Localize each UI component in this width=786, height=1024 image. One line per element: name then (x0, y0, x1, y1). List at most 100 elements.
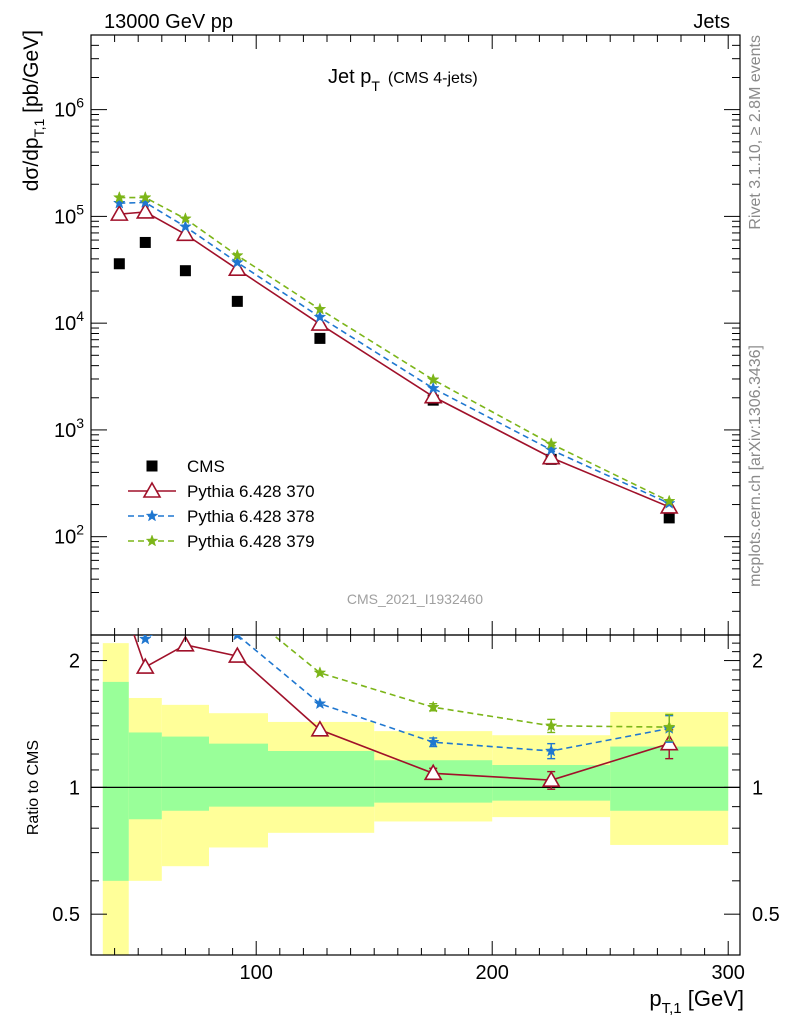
x-tick-label: 200 (476, 962, 509, 984)
band-green-3 (209, 743, 268, 807)
y-tick-label-ratio: 0.5 (52, 904, 80, 926)
ratio-point-2-5 (426, 700, 440, 713)
plot-title-sub: T (371, 78, 380, 94)
main-point-2-0 (112, 196, 126, 209)
y-tick-label-main: 105 (54, 201, 84, 228)
main-point-3-7 (662, 494, 676, 507)
plot-title: Jet pT (CMS 4-jets) (328, 66, 478, 94)
ratio-point-0-3 (227, 646, 247, 663)
legend: CMS Pythia 6.428 370 Pythia 6.428 378 Pythi… (128, 457, 315, 551)
header-left: 13000 GeV pp (104, 11, 233, 33)
y-tick-label-ratio-right: 1 (752, 777, 763, 799)
main-point-2-3 (230, 255, 244, 268)
ratio-series-2 (114, 523, 676, 742)
legend-marker (146, 460, 158, 472)
x-tick-label: 300 (712, 962, 745, 984)
y-tick-label-ratio: 1 (69, 777, 80, 799)
ratio-point-0-4 (310, 720, 330, 737)
ratio-point-0-0 (111, 585, 127, 599)
ratio-point-1-2 (180, 607, 191, 618)
ratio-point-1-0 (114, 542, 125, 553)
y-tick-label-ratio: 2 (69, 651, 80, 673)
band-green-2 (161, 736, 209, 811)
main-point-2-5 (426, 381, 440, 394)
plot-title-note: (CMS 4-jets) (388, 70, 478, 87)
legend-label: Pythia 6.428 370 (187, 482, 315, 501)
main-point-1-1 (135, 202, 155, 219)
legend-marker (142, 481, 162, 498)
legend-label: CMS (187, 457, 225, 476)
ratio-point-0-5 (423, 763, 443, 781)
side-label-mcplots: mcplots.cern.ch [arXiv:1306.3436] (747, 345, 764, 587)
main-line-3 (119, 196, 670, 502)
ratio-point-1-4 (313, 696, 327, 710)
main-point-2-2 (179, 220, 192, 233)
y-axis-label-main-post: [pb/GeV] (20, 30, 43, 119)
y-tick-label-ratio-right: 2 (752, 651, 763, 673)
main-point-1-4 (310, 314, 330, 331)
ratio-series-0 (111, 585, 679, 790)
y-axis-label-main: dσ/dpT,1 [pb/GeV] (20, 30, 47, 191)
ratio-point-2-1 (140, 607, 151, 618)
main-point-0-2 (179, 265, 191, 277)
legend-label: Pythia 6.428 379 (187, 532, 315, 551)
x-axis-label-sub: T,1 (662, 1000, 682, 1017)
legend-entry-3: Pythia 6.428 379 (128, 532, 315, 551)
ratio-point-2-3 (232, 600, 243, 611)
y-tick-label-main: 106 (54, 95, 84, 122)
y-tick-label-main: 104 (54, 308, 84, 335)
band-green-1 (128, 732, 162, 820)
ratio-point-2-6 (544, 719, 558, 732)
main-point-3-2 (179, 212, 192, 225)
main-point-1-6 (541, 448, 561, 465)
x-axis-label-post: [GeV] (682, 986, 744, 1011)
ratio-panel-frame (90, 634, 741, 956)
main-point-1-5 (423, 387, 443, 404)
main-point-3-5 (426, 373, 440, 386)
axis-ticks: 100 200 300 102 103 104 105 106 0.5 0.5 1 1 2 2 (52, 34, 780, 984)
uncertainty-bands (102, 643, 729, 955)
legend-label: Pythia 6.428 378 (187, 507, 315, 526)
legend-entry-2: Pythia 6.428 378 (128, 507, 315, 526)
main-series-1 (109, 202, 679, 514)
ratio-point-0-6 (541, 770, 561, 787)
ratio-point-2-0 (114, 523, 125, 534)
main-point-0-4 (314, 332, 326, 344)
main-series-3 (112, 190, 676, 507)
axes-frames (90, 34, 741, 956)
main-point-3-1 (138, 190, 152, 204)
main-point-2-4 (313, 310, 327, 323)
main-point-1-2 (176, 224, 195, 242)
y-axis-label-main-pre: dσ/dp (20, 137, 43, 191)
main-point-1-0 (109, 204, 129, 221)
ratio-series (111, 523, 679, 790)
ratio-point-0-2 (176, 635, 195, 652)
main-series-2 (112, 195, 676, 509)
band-green-0 (102, 681, 129, 881)
main-line-2 (119, 201, 670, 505)
ratio-point-1-6 (544, 744, 558, 757)
ratio-point-1-1 (138, 635, 152, 645)
ratio-point-2-2 (180, 580, 191, 591)
ratio-line-0 (133, 635, 670, 782)
y-axis-label-ratio: Ratio to CMS (25, 740, 42, 835)
ratio-point-1-3 (233, 635, 242, 641)
main-series (109, 190, 679, 524)
ratio-line-1 (143, 635, 670, 752)
main-point-3-4 (313, 302, 327, 315)
y-axis-label-main-sub: T,1 (31, 119, 47, 138)
main-point-0-1 (139, 236, 151, 248)
x-axis-label-pre: p (649, 986, 661, 1011)
legend-marker (145, 509, 159, 522)
ratio-line-2 (272, 635, 670, 728)
main-series-0 (113, 236, 675, 524)
ratio-point-1-5 (426, 735, 440, 748)
main-point-0-0 (113, 258, 125, 270)
main-point-0-3 (231, 295, 243, 307)
watermark: CMS_2021_I1932460 (347, 591, 483, 607)
main-point-0-7 (663, 512, 675, 524)
band-green-4 (268, 750, 375, 807)
main-point-2-6 (544, 443, 558, 456)
header-right: Jets (693, 11, 730, 33)
x-tick-label: 100 (240, 962, 273, 984)
